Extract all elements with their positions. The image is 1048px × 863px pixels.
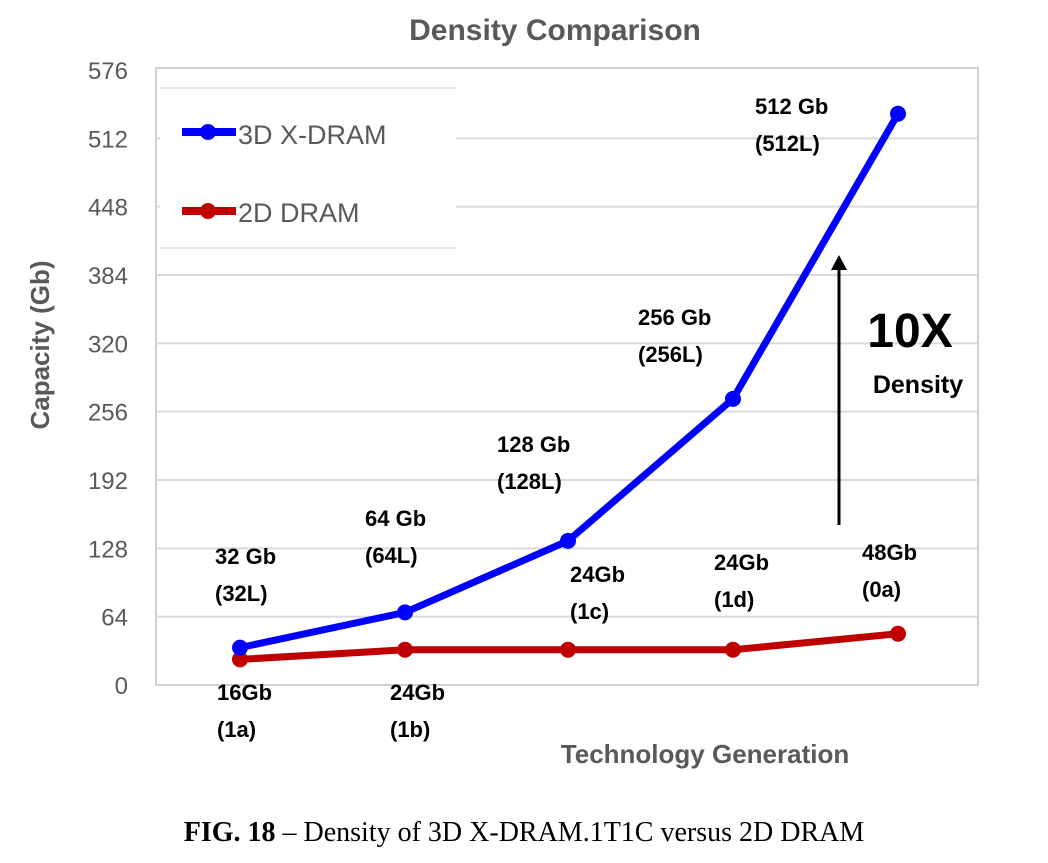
y-tick-label: 128 <box>88 536 128 563</box>
data-point <box>560 641 576 658</box>
y-tick-label: 576 <box>88 58 128 85</box>
data-label: 32 Gb <box>215 544 276 569</box>
annotation-density: Density <box>873 371 963 399</box>
data-point <box>725 641 741 658</box>
y-tick-label: 64 <box>101 605 128 632</box>
data-label: 48Gb <box>862 540 917 565</box>
data-label: (256L) <box>638 342 703 367</box>
data-point <box>890 625 906 642</box>
data-label: 16Gb <box>217 680 272 705</box>
data-label: 128 Gb <box>497 432 570 457</box>
y-axis-label: Capacity (Gb) <box>25 260 55 429</box>
density-annotation: 10X Density <box>831 255 963 525</box>
data-label: (32L) <box>215 581 268 606</box>
data-label: (512L) <box>755 131 820 156</box>
legend-label-2d-dram: 2D DRAM <box>238 198 360 228</box>
data-label: (1d) <box>714 587 754 612</box>
data-point <box>397 604 413 621</box>
data-point <box>890 105 906 122</box>
y-tick-label: 0 <box>115 673 128 700</box>
data-label: (1c) <box>570 599 609 624</box>
data-label: 24Gb <box>714 550 769 575</box>
data-label: (64L) <box>365 543 418 568</box>
legend-box <box>160 88 456 248</box>
y-tick-label: 512 <box>88 126 128 153</box>
legend-marker-2d-dram <box>200 203 216 219</box>
y-tick-label: 192 <box>88 468 128 495</box>
legend-label-3d-xdram: 3D X-DRAM <box>238 120 387 150</box>
data-label: (1b) <box>390 717 430 742</box>
y-tick-label: 448 <box>88 195 128 222</box>
data-label: 512 Gb <box>755 94 828 119</box>
y-tick-label: 384 <box>88 263 128 290</box>
figure-caption: FIG. 18 – Density of 3D X-DRAM.1T1C vers… <box>184 817 865 848</box>
data-label: 24Gb <box>570 562 625 587</box>
data-label: (1a) <box>217 717 256 742</box>
caption-text: – Density of 3D X-DRAM.1T1C versus 2D DR… <box>276 817 865 848</box>
up-arrow-icon <box>831 255 847 270</box>
chart-title: Density Comparison <box>409 14 701 47</box>
data-label: 24Gb <box>390 680 445 705</box>
data-label: 256 Gb <box>638 305 711 330</box>
legend: 3D X-DRAM 2D DRAM <box>160 87 456 249</box>
data-point <box>232 651 248 668</box>
x-axis-label: Technology Generation <box>561 739 849 769</box>
data-point <box>560 532 576 549</box>
data-point <box>725 390 741 407</box>
data-label: (128L) <box>497 469 562 494</box>
legend-marker-3d-xdram <box>200 124 216 140</box>
data-point <box>397 641 413 658</box>
data-label: (0a) <box>862 577 901 602</box>
y-tick-label: 256 <box>88 400 128 427</box>
data-label: 64 Gb <box>365 506 426 531</box>
caption-bold: FIG. 18 <box>184 817 276 848</box>
y-tick-label: 320 <box>88 331 128 358</box>
data-point <box>232 639 248 656</box>
annotation-10x: 10X <box>867 305 952 358</box>
